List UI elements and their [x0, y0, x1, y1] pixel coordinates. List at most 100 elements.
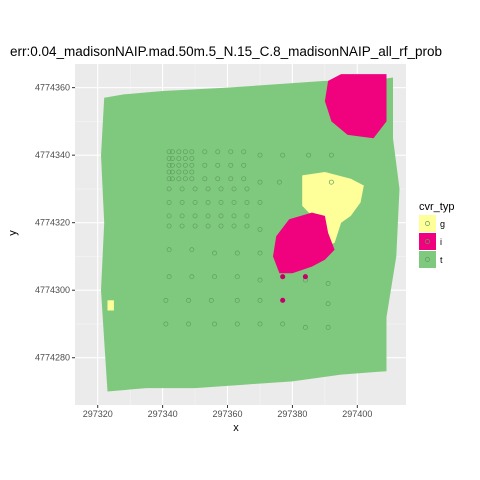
sample-point-t: [231, 223, 237, 229]
sample-point-t: [212, 321, 217, 327]
axes: 297320 297340 297360 297380 297400 4774280 477…: [35, 83, 372, 419]
sample-point-t: [182, 169, 188, 175]
sample-point-t: [205, 186, 211, 192]
legend-entries: git: [419, 215, 445, 268]
sample-point-t: [182, 149, 188, 155]
legend-point-t: [425, 257, 430, 262]
sample-point-t: [192, 199, 198, 205]
x-tick-label: 297320: [83, 409, 113, 419]
legend-label-i: i: [440, 237, 442, 247]
x-tick-label: 297360: [212, 409, 242, 419]
sample-point-t: [234, 250, 240, 256]
sample-point-t: [189, 274, 195, 280]
sample-point-t: [328, 152, 334, 158]
sample-point-t: [325, 281, 331, 286]
sample-point-t: [257, 152, 263, 158]
y-tick-label: 4774340: [35, 150, 70, 160]
sample-point-t: [202, 162, 208, 168]
sample-point-t: [163, 297, 169, 303]
sample-point-t: [212, 250, 217, 256]
sample-point-t: [325, 324, 331, 330]
plot-panel: [75, 64, 406, 405]
sample-point-t: [257, 321, 263, 327]
legend-key-i: [419, 233, 436, 250]
sample-point-t: [179, 213, 185, 219]
sample-point-t: [192, 186, 198, 192]
sample-point-t: [189, 149, 195, 155]
sample-point-t: [280, 152, 286, 158]
y-tick-label: 4774360: [35, 83, 70, 93]
sample-point-t: [234, 274, 240, 280]
sample-point-t: [257, 297, 263, 303]
sample-point-t: [231, 199, 237, 205]
sample-point-t: [218, 213, 224, 219]
legend-point-g: [425, 221, 430, 226]
sample-point-t: [166, 223, 172, 229]
raster-region-i: [324, 74, 387, 139]
sample-point-t: [166, 149, 172, 155]
x-tick-label: 297340: [148, 409, 178, 419]
legend-label-t: t: [440, 255, 443, 265]
sample-point-t: [166, 186, 172, 192]
sample-point-t: [228, 162, 234, 168]
sample-point-t: [257, 179, 263, 185]
sample-point-t: [189, 176, 195, 182]
sample-point-t: [228, 149, 234, 155]
y-axis-label: y: [7, 230, 19, 236]
sample-point-t: [179, 223, 185, 229]
sample-point-t: [176, 176, 182, 182]
sample-point-t: [257, 250, 263, 256]
sample-point-t: [212, 274, 217, 280]
sample-point-t: [186, 321, 192, 327]
sample-point-t: [205, 213, 211, 219]
sample-point-t: [244, 223, 250, 229]
sample-point-t: [166, 274, 172, 280]
sample-point-t: [215, 162, 221, 168]
sample-point-t: [192, 213, 198, 219]
sample-point-t: [241, 162, 247, 168]
sample-point-t: [166, 213, 172, 219]
sample-point-t: [202, 149, 208, 155]
sample-point-t: [176, 169, 182, 175]
raster-region-i: [273, 212, 335, 274]
sample-point-t: [182, 176, 188, 182]
raster-region-t: [101, 77, 400, 392]
sample-point-t: [182, 162, 188, 168]
sample-point-t: [205, 223, 211, 229]
sample-point-t: [166, 176, 172, 182]
y-tick-label: 4774300: [35, 285, 70, 295]
sample-point-t: [244, 199, 250, 205]
sample-point-t: [189, 169, 195, 175]
sample-point-t: [328, 179, 334, 185]
sample-point-t: [234, 321, 240, 327]
sample-point-t: [205, 199, 211, 205]
sample-point-t: [234, 297, 240, 303]
sample-point-t: [231, 186, 237, 192]
sample-point-t: [176, 149, 182, 155]
legend-label-g: g: [440, 219, 445, 229]
sample-point-t: [325, 301, 331, 307]
y-tick-label: 4774320: [35, 218, 70, 228]
sample-point-t: [241, 149, 247, 155]
sample-point-t: [208, 297, 214, 303]
sample-point-t: [189, 156, 195, 161]
chart-title: err:0.04_madisonNAIP.mad.50m.5_N.15_C.8_…: [10, 44, 442, 59]
sample-point-t: [169, 169, 175, 175]
sample-point-t: [215, 176, 221, 182]
legend: cvr_typ git: [419, 201, 454, 268]
sample-point-t: [215, 149, 221, 155]
sample-point-t: [182, 156, 188, 161]
raster-region-g: [107, 300, 114, 311]
sample-point-t: [276, 179, 282, 185]
x-tick-label: 297380: [277, 409, 307, 419]
sample-point-t: [218, 199, 224, 205]
sample-point-t: [169, 156, 175, 161]
sample-point-t: [302, 324, 308, 330]
sample-point-t: [244, 213, 250, 219]
sample-point-t: [257, 277, 263, 283]
y-tick-label: 4774280: [35, 353, 70, 363]
sample-point-t: [169, 176, 175, 182]
sample-point-t: [176, 156, 182, 161]
x-tick-label: 297400: [342, 409, 372, 419]
